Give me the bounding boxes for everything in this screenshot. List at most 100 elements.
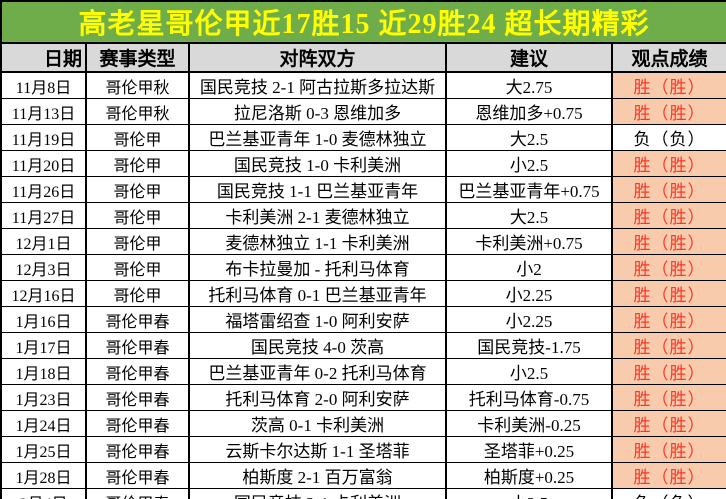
cell-league: 哥伦甲 (85, 254, 190, 281)
cell-match: 托利马体育 0-1 巴兰基亚青年 (188, 280, 447, 307)
cell-suggestion: 柏斯度+0.25 (445, 462, 613, 489)
cell-league: 哥伦甲 (85, 124, 190, 151)
cell-suggestion: 大2.75 (445, 71, 613, 99)
cell-result: 胜（胜） (610, 98, 726, 125)
cell-result: 胜（胜） (610, 410, 726, 437)
page-title: 高老星哥伦甲近17胜15 近29胜24 超长期精彩 (0, 0, 726, 44)
cell-date: 11月27日 (0, 202, 87, 229)
cell-result: 胜（胜） (610, 202, 726, 229)
cell-league: 哥伦甲 (85, 202, 190, 229)
cell-result: 负（负） (610, 124, 726, 151)
table-row: 12月3日 哥伦甲 布卡拉曼加 - 托利马体育 小2 胜（胜） (0, 254, 726, 281)
cell-suggestion: 巴兰基亚青年+0.75 (445, 176, 613, 203)
cell-date: 12月3日 (0, 254, 87, 281)
cell-match: 国民竞技 2-1 卡利美洲 (188, 488, 447, 499)
cell-date: 11月13日 (0, 98, 87, 125)
cell-suggestion: 卡利美洲-0.25 (445, 410, 613, 437)
cell-suggestion: 国民竞技-1.75 (445, 332, 613, 359)
cell-date: 11月19日 (0, 124, 87, 151)
table-row: 1月17日 哥伦甲春 国民竞技 4-0 茨高 国民竞技-1.75 胜（胜） (0, 332, 726, 359)
cell-date: 1月23日 (0, 384, 87, 411)
table-row: 1月18日 哥伦甲春 巴兰基亚青年 0-2 托利马体育 小2.5 胜（胜） (0, 358, 726, 385)
cell-match: 托利马体育 2-0 阿利安萨 (188, 384, 447, 411)
cell-match: 国民竞技 2-1 阿古拉斯多拉达斯 (188, 71, 447, 99)
cell-date: 1月17日 (0, 332, 87, 359)
cell-date: 1月25日 (0, 436, 87, 463)
cell-match: 国民竞技 4-0 茨高 (188, 332, 447, 359)
cell-match: 国民竞技 1-0 卡利美洲 (188, 150, 447, 177)
cell-league: 哥伦甲春 (85, 488, 190, 499)
cell-suggestion: 大2.5 (445, 202, 613, 229)
cell-result: 胜（胜） (610, 462, 726, 489)
cell-result: 胜（胜） (610, 150, 726, 177)
table-row: 11月13日 哥伦甲秋 拉尼洛斯 0-3 恩维加多 恩维加多+0.75 胜（胜） (0, 98, 726, 125)
cell-league: 哥伦甲秋 (85, 98, 190, 125)
table-row: 11月8日 哥伦甲秋 国民竞技 2-1 阿古拉斯多拉达斯 大2.75 胜（胜） (0, 71, 726, 99)
table-row: 12月16日 哥伦甲 托利马体育 0-1 巴兰基亚青年 小2.25 胜（胜） (0, 280, 726, 307)
table-body: 11月8日 哥伦甲秋 国民竞技 2-1 阿古拉斯多拉达斯 大2.75 胜（胜） … (0, 71, 726, 499)
cell-suggestion: 小2.25 (445, 280, 613, 307)
cell-suggestion: 小2.5 (445, 150, 613, 177)
table-row: 1月28日 哥伦甲春 柏斯度 2-1 百万富翁 柏斯度+0.25 胜（胜） (0, 462, 726, 489)
table-row: 11月19日 哥伦甲 巴兰基亚青年 1-0 麦德林独立 大2.5 负（负） (0, 124, 726, 151)
cell-league: 哥伦甲春 (85, 462, 190, 489)
header-row: 日期 赛事类型 对阵双方 建议 观点成绩 (0, 42, 726, 73)
cell-league: 哥伦甲秋 (85, 71, 190, 99)
cell-match: 卡利美洲 2-1 麦德林独立 (188, 202, 447, 229)
cell-result: 胜（胜） (610, 176, 726, 203)
cell-date: 1月18日 (0, 358, 87, 385)
cell-match: 福塔雷绍查 1-0 阿利安萨 (188, 306, 447, 333)
cell-result: 负（负） (610, 488, 726, 499)
cell-suggestion: 大2.5 (445, 124, 613, 151)
cell-date: 1月24日 (0, 410, 87, 437)
cell-date: 11月20日 (0, 150, 87, 177)
title-row: 高老星哥伦甲近17胜15 近29胜24 超长期精彩 (0, 0, 726, 44)
cell-suggestion: 圣塔菲+0.25 (445, 436, 613, 463)
cell-league: 哥伦甲 (85, 228, 190, 255)
cell-league: 哥伦甲 (85, 150, 190, 177)
cell-match: 巴兰基亚青年 0-2 托利马体育 (188, 358, 447, 385)
cell-date: 12月1日 (0, 228, 87, 255)
table-row: 11月20日 哥伦甲 国民竞技 1-0 卡利美洲 小2.5 胜（胜） (0, 150, 726, 177)
cell-league: 哥伦甲春 (85, 358, 190, 385)
table-row: 12月1日 哥伦甲 麦德林独立 1-1 卡利美洲 卡利美洲+0.75 胜（胜） (0, 228, 726, 255)
cell-league: 哥伦甲 (85, 280, 190, 307)
cell-league: 哥伦甲春 (85, 410, 190, 437)
cell-suggestion: 小2.25 (445, 306, 613, 333)
cell-match: 茨高 0-1 卡利美洲 (188, 410, 447, 437)
cell-league: 哥伦甲春 (85, 436, 190, 463)
cell-match: 拉尼洛斯 0-3 恩维加多 (188, 98, 447, 125)
cell-result: 胜（胜） (610, 306, 726, 333)
table-row: 11月27日 哥伦甲 卡利美洲 2-1 麦德林独立 大2.5 胜（胜） (0, 202, 726, 229)
column-header-match: 对阵双方 (188, 42, 447, 73)
cell-match: 布卡拉曼加 - 托利马体育 (188, 254, 447, 281)
cell-date: 11月8日 (0, 71, 87, 99)
cell-match: 国民竞技 1-1 巴兰基亚青年 (188, 176, 447, 203)
column-header-suggestion: 建议 (445, 42, 613, 73)
column-header-date: 日期 (0, 42, 87, 73)
cell-match: 巴兰基亚青年 1-0 麦德林独立 (188, 124, 447, 151)
cell-suggestion: 小2.5 (445, 358, 613, 385)
column-header-result: 观点成绩 (610, 42, 726, 73)
cell-date: 11月26日 (0, 176, 87, 203)
column-header-league: 赛事类型 (85, 42, 190, 73)
cell-result: 胜（胜） (610, 332, 726, 359)
cell-league: 哥伦甲春 (85, 306, 190, 333)
cell-result: 胜（胜） (610, 436, 726, 463)
cell-date: 12月16日 (0, 280, 87, 307)
cell-suggestion: 小2.5 (445, 488, 613, 499)
cell-result: 胜（胜） (610, 280, 726, 307)
table-row: 11月26日 哥伦甲 国民竞技 1-1 巴兰基亚青年 巴兰基亚青年+0.75 胜… (0, 176, 726, 203)
cell-result: 胜（胜） (610, 384, 726, 411)
cell-date: 2月4日 (0, 488, 87, 499)
cell-match: 云斯卡尔达斯 1-1 圣塔菲 (188, 436, 447, 463)
cell-result: 胜（胜） (610, 358, 726, 385)
cell-match: 麦德林独立 1-1 卡利美洲 (188, 228, 447, 255)
cell-date: 1月28日 (0, 462, 87, 489)
table-row: 1月24日 哥伦甲春 茨高 0-1 卡利美洲 卡利美洲-0.25 胜（胜） (0, 410, 726, 437)
cell-result: 胜（胜） (610, 228, 726, 255)
cell-suggestion: 恩维加多+0.75 (445, 98, 613, 125)
cell-league: 哥伦甲春 (85, 332, 190, 359)
cell-suggestion: 托利马体育-0.75 (445, 384, 613, 411)
